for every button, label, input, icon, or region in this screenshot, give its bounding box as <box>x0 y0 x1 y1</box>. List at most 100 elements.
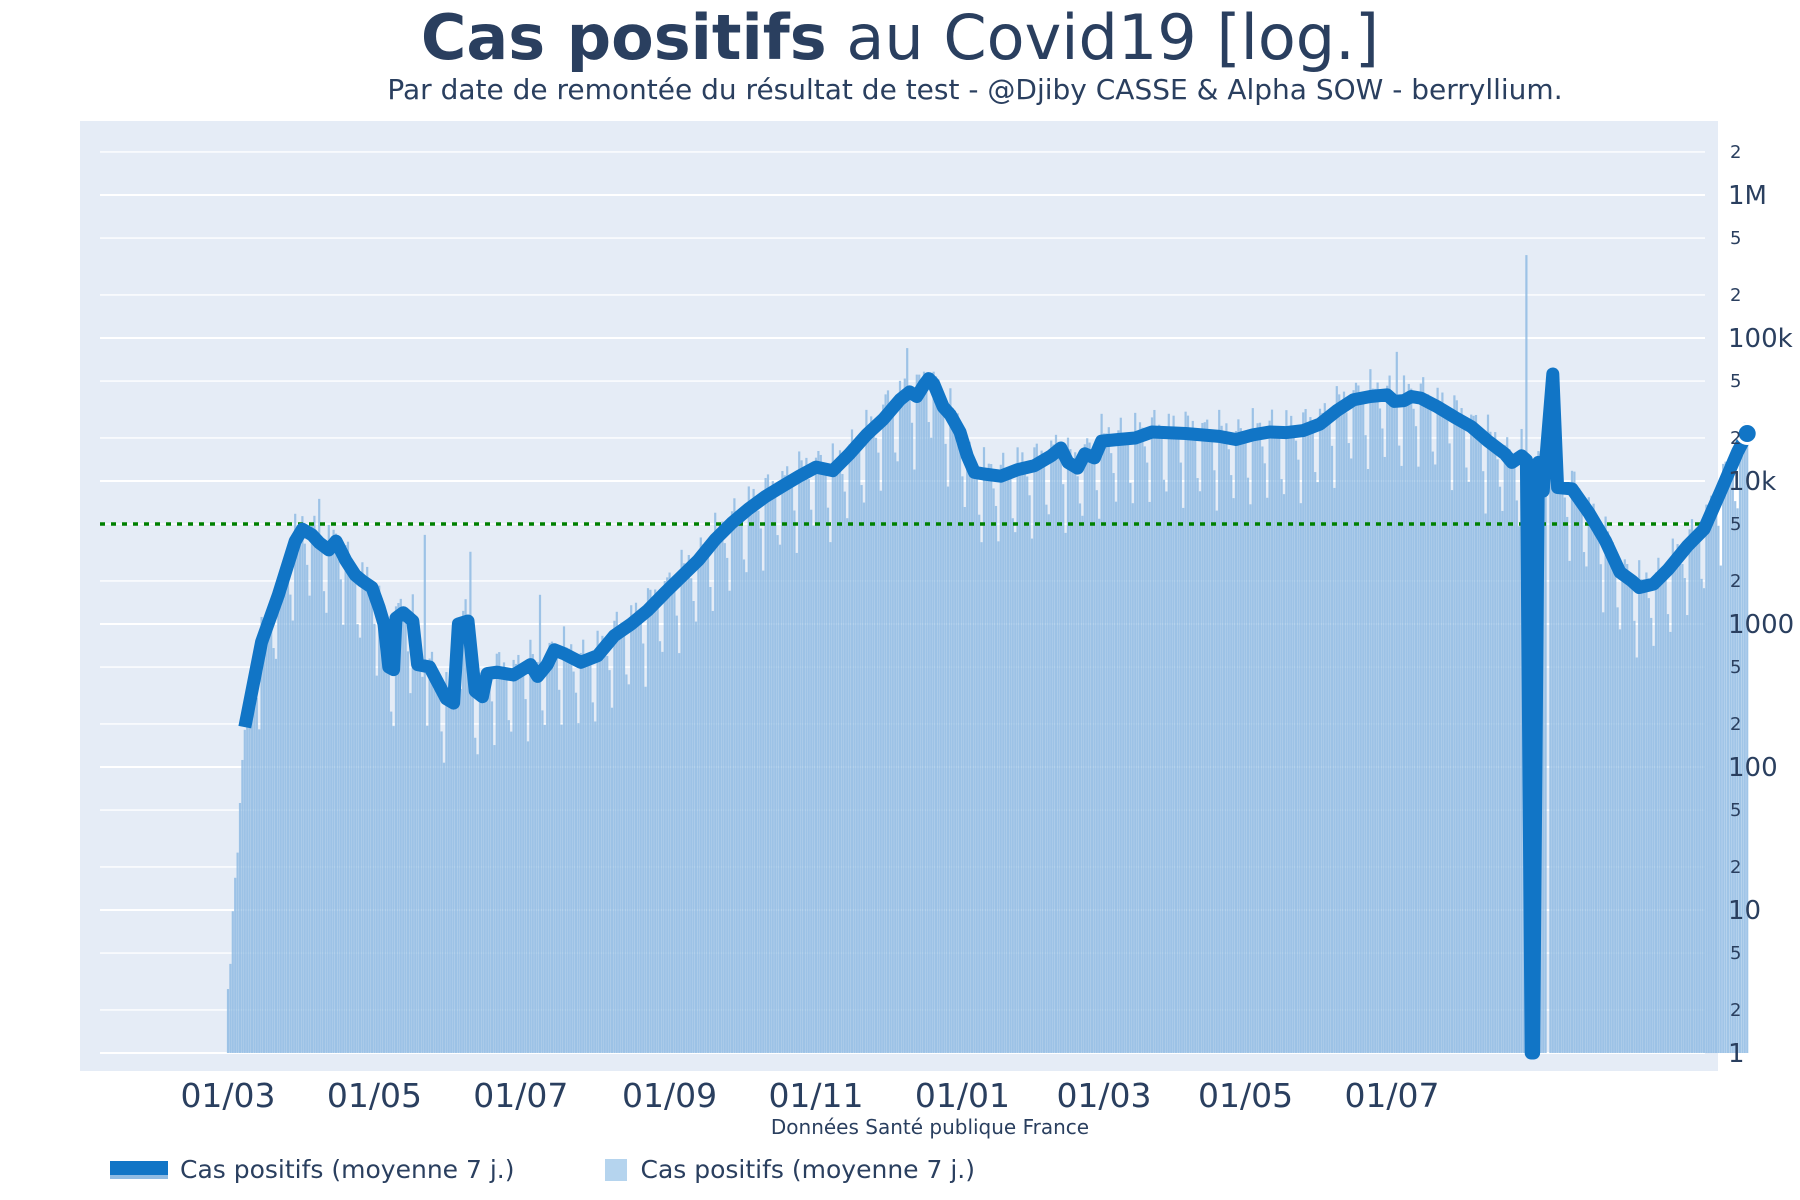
daily-bar <box>642 643 645 1053</box>
y-tick-major: 1 <box>1728 1039 1745 1069</box>
daily-bar <box>721 521 724 1053</box>
daily-bar <box>1335 386 1338 1053</box>
daily-bar <box>1354 382 1358 1053</box>
daily-bar <box>1712 506 1715 1054</box>
daily-bar <box>730 511 734 1053</box>
daily-bar <box>930 437 933 1053</box>
daily-bar <box>1278 427 1281 1053</box>
daily-bar <box>1407 383 1410 1054</box>
daily-bars <box>226 255 1749 1054</box>
daily-bar <box>603 639 606 1053</box>
daily-bar <box>702 544 705 1053</box>
daily-bar <box>1590 507 1593 1053</box>
x-tick-label: 01/09 <box>622 1076 717 1115</box>
daily-bar <box>800 460 803 1053</box>
daily-bar <box>697 551 700 1053</box>
daily-bar <box>1678 547 1682 1053</box>
daily-bar <box>970 456 974 1054</box>
legend-item-line[interactable]: Cas positifs (moyenne 7 j.) <box>110 1155 515 1184</box>
daily-bar <box>1734 501 1737 1053</box>
daily-bar <box>1011 518 1014 1053</box>
daily-bar <box>1592 503 1595 1053</box>
daily-bar <box>1707 512 1710 1053</box>
daily-bar <box>690 578 693 1053</box>
daily-bar <box>1141 427 1144 1054</box>
daily-bar <box>1551 435 1554 1053</box>
daily-bar <box>1446 418 1449 1053</box>
daily-bar <box>776 535 779 1053</box>
daily-bar <box>1330 445 1334 1053</box>
daily-bar <box>1114 501 1118 1053</box>
daily-bar <box>1695 529 1698 1053</box>
daily-bar <box>1496 459 1499 1053</box>
daily-bar <box>454 676 458 1053</box>
daily-bar <box>889 403 892 1053</box>
daily-bar <box>459 688 462 1053</box>
daily-bar <box>882 404 885 1053</box>
daily-bar <box>1731 467 1734 1054</box>
daily-bar <box>812 525 815 1053</box>
daily-bar <box>1414 426 1418 1053</box>
daily-bar <box>1510 464 1514 1053</box>
daily-bar <box>440 731 443 1053</box>
y-tick-minor: 5 <box>1730 943 1741 964</box>
daily-bar <box>963 506 966 1053</box>
daily-bar <box>1158 424 1161 1053</box>
daily-bar <box>1026 476 1029 1054</box>
daily-bar <box>1722 463 1725 1054</box>
daily-bar <box>346 541 350 1053</box>
daily-bar <box>939 404 942 1053</box>
daily-bar <box>430 651 434 1053</box>
daily-bar <box>342 624 345 1053</box>
daily-bar <box>1318 408 1322 1053</box>
y-tick-minor: 2 <box>1730 857 1741 878</box>
daily-bar <box>860 485 863 1054</box>
daily-bar <box>250 693 254 1053</box>
daily-bar <box>291 620 294 1053</box>
daily-bar <box>433 666 436 1053</box>
daily-bar <box>1710 495 1713 1053</box>
daily-bar <box>1508 449 1511 1053</box>
daily-bar <box>946 486 950 1053</box>
daily-bar <box>1542 488 1545 1053</box>
daily-bar <box>1398 445 1401 1054</box>
daily-bar <box>766 474 770 1054</box>
daily-bar <box>1009 468 1012 1053</box>
daily-bar <box>1018 464 1022 1053</box>
daily-bar <box>500 674 503 1053</box>
daily-bar <box>1664 566 1667 1053</box>
daily-bar <box>783 475 786 1053</box>
daily-bar <box>1122 432 1125 1053</box>
daily-bar <box>618 632 621 1053</box>
daily-bar <box>1023 463 1026 1053</box>
daily-bar <box>1062 484 1065 1054</box>
legend-item-bar[interactable]: Cas positifs (moyenne 7 j.) <box>575 1155 975 1184</box>
daily-bar <box>915 374 918 1053</box>
daily-bar <box>1714 507 1718 1053</box>
daily-bar <box>1690 519 1694 1053</box>
daily-bar <box>838 450 842 1053</box>
daily-bar <box>742 559 746 1053</box>
daily-bar <box>536 661 539 1053</box>
daily-bar <box>1081 515 1084 1053</box>
daily-bar <box>289 594 292 1053</box>
daily-bar <box>505 674 508 1053</box>
daily-bar <box>1501 510 1504 1053</box>
daily-bar <box>277 585 280 1053</box>
daily-bar <box>1167 413 1170 1053</box>
y-tick-minor: 2 <box>1730 142 1741 163</box>
daily-bar <box>1208 439 1211 1053</box>
daily-bar <box>294 513 297 1053</box>
daily-bar <box>1633 620 1636 1053</box>
daily-bar <box>1258 422 1262 1053</box>
daily-bar <box>966 447 969 1053</box>
daily-bar <box>1594 527 1598 1053</box>
daily-bar <box>1561 483 1564 1053</box>
daily-bar <box>973 474 976 1053</box>
daily-bar <box>270 623 273 1053</box>
daily-bar <box>358 637 362 1053</box>
daily-bar <box>1580 503 1583 1053</box>
daily-bar <box>1662 574 1665 1053</box>
daily-bar <box>584 654 587 1053</box>
daily-bar <box>1626 564 1629 1053</box>
